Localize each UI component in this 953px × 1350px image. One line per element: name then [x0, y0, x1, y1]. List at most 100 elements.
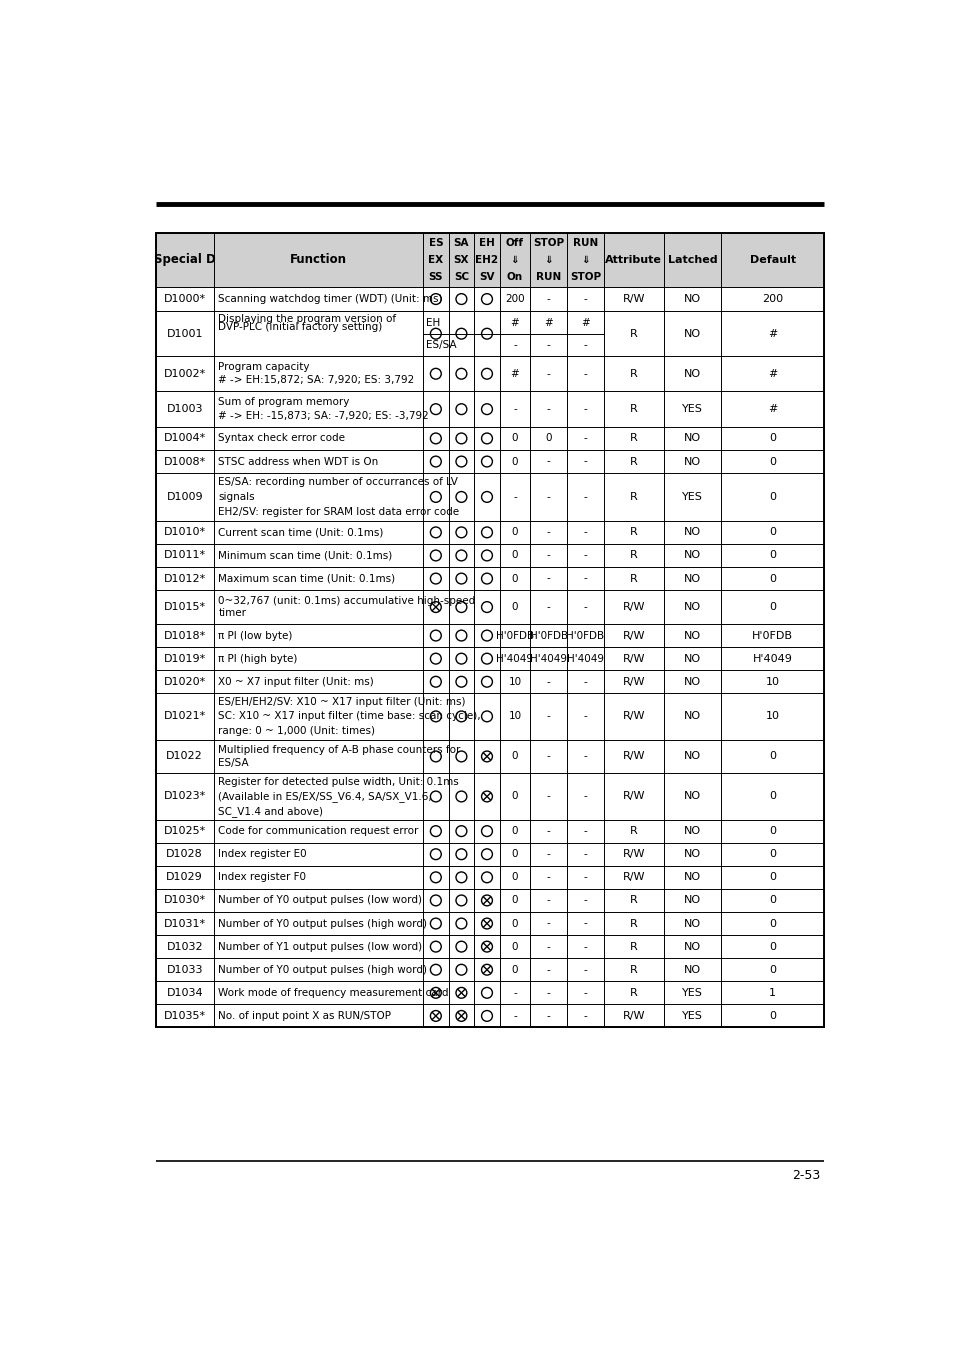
Text: 0: 0: [768, 528, 775, 537]
Text: -: -: [583, 942, 587, 952]
Text: -: -: [583, 849, 587, 859]
Text: No. of input point X as RUN/STOP: No. of input point X as RUN/STOP: [218, 1011, 391, 1021]
Text: 0: 0: [768, 491, 775, 502]
Text: ES/SA: ES/SA: [218, 757, 249, 768]
Text: 2-53: 2-53: [792, 1169, 820, 1181]
Text: #: #: [510, 317, 518, 328]
Text: SC_V1.4 and above): SC_V1.4 and above): [218, 806, 323, 817]
Text: π PI (high byte): π PI (high byte): [218, 653, 297, 664]
Text: EH: EH: [426, 317, 440, 328]
Bar: [155, 392, 823, 427]
Text: R: R: [629, 369, 637, 379]
Text: Current scan time (Unit: 0.1ms): Current scan time (Unit: 0.1ms): [218, 528, 383, 537]
Text: 0: 0: [511, 918, 517, 929]
Text: H'4049: H'4049: [530, 653, 566, 664]
Text: -: -: [546, 676, 550, 687]
Text: -: -: [546, 456, 550, 467]
Text: D1019*: D1019*: [164, 653, 206, 664]
Text: D1022: D1022: [166, 752, 203, 761]
Text: D1025*: D1025*: [164, 826, 206, 836]
Text: (Available in ES/EX/SS_V6.4, SA/SX_V1.6,: (Available in ES/EX/SS_V6.4, SA/SX_V1.6,: [218, 791, 432, 802]
Text: -: -: [546, 791, 550, 802]
Text: Off: Off: [505, 238, 523, 248]
Bar: [155, 888, 823, 913]
Text: D1001: D1001: [167, 328, 203, 339]
Text: #: #: [767, 328, 777, 339]
Text: NO: NO: [683, 456, 700, 467]
Text: R: R: [629, 574, 637, 583]
Bar: [155, 694, 823, 740]
Text: Special D: Special D: [153, 254, 215, 266]
Text: D1020*: D1020*: [164, 676, 206, 687]
Bar: [155, 936, 823, 958]
Text: NO: NO: [683, 630, 700, 640]
Text: -: -: [546, 528, 550, 537]
Text: Code for communication request error: Code for communication request error: [218, 826, 418, 836]
Text: H'4049: H'4049: [752, 653, 792, 664]
Text: D1015*: D1015*: [164, 602, 206, 612]
Text: 0: 0: [768, 574, 775, 583]
Text: R/W: R/W: [622, 1011, 644, 1021]
Text: R/W: R/W: [622, 711, 644, 721]
Text: -: -: [546, 988, 550, 998]
Text: NO: NO: [683, 826, 700, 836]
Text: SA: SA: [454, 238, 469, 248]
Text: NO: NO: [683, 942, 700, 952]
Text: R: R: [629, 988, 637, 998]
Text: D1023*: D1023*: [164, 791, 206, 802]
Text: -: -: [546, 340, 550, 350]
Text: R: R: [629, 328, 637, 339]
Text: Work mode of frequency measurement card: Work mode of frequency measurement card: [218, 988, 449, 998]
Text: H'0FDB: H'0FDB: [566, 630, 604, 640]
Bar: [155, 567, 823, 590]
Text: 0: 0: [768, 895, 775, 906]
Bar: [155, 521, 823, 544]
Text: D1028: D1028: [166, 849, 203, 859]
Text: 0: 0: [511, 602, 517, 612]
Text: π PI (low byte): π PI (low byte): [218, 630, 293, 640]
Text: Minimum scan time (Unit: 0.1ms): Minimum scan time (Unit: 0.1ms): [218, 551, 393, 560]
Text: -: -: [513, 404, 517, 414]
Bar: [155, 647, 823, 670]
Text: Scanning watchdog timer (WDT) (Unit: ms): Scanning watchdog timer (WDT) (Unit: ms): [218, 294, 442, 304]
Text: SV: SV: [478, 271, 495, 282]
Text: -: -: [546, 711, 550, 721]
Text: -: -: [513, 988, 517, 998]
Text: -: -: [546, 849, 550, 859]
Text: -: -: [546, 895, 550, 906]
Text: EH2/SV: register for SRAM lost data error code: EH2/SV: register for SRAM lost data erro…: [218, 508, 459, 517]
Text: 1: 1: [768, 988, 775, 998]
Text: 0: 0: [511, 895, 517, 906]
Bar: [155, 842, 823, 865]
Text: YES: YES: [681, 1011, 702, 1021]
Text: 0: 0: [511, 849, 517, 859]
Text: 0: 0: [511, 872, 517, 883]
Text: NO: NO: [683, 965, 700, 975]
Text: D1012*: D1012*: [164, 574, 206, 583]
Text: -: -: [546, 551, 550, 560]
Text: -: -: [583, 826, 587, 836]
Text: 0: 0: [511, 528, 517, 537]
Text: 0: 0: [768, 918, 775, 929]
Text: R/W: R/W: [622, 791, 644, 802]
Text: EH2: EH2: [475, 255, 498, 265]
Text: On: On: [506, 271, 522, 282]
Text: -: -: [546, 602, 550, 612]
Text: EH: EH: [478, 238, 495, 248]
Text: Multiplied frequency of A-B phase counters for: Multiplied frequency of A-B phase counte…: [218, 745, 460, 755]
Text: H'4049: H'4049: [496, 653, 533, 664]
Text: Index register E0: Index register E0: [218, 849, 307, 859]
Text: Maximum scan time (Unit: 0.1ms): Maximum scan time (Unit: 0.1ms): [218, 574, 395, 583]
Text: X0 ~ X7 input filter (Unit: ms): X0 ~ X7 input filter (Unit: ms): [218, 676, 374, 687]
Text: Sum of program memory: Sum of program memory: [218, 397, 350, 408]
Text: 0: 0: [511, 826, 517, 836]
Text: R: R: [629, 433, 637, 443]
Text: -: -: [546, 826, 550, 836]
Text: EX: EX: [428, 255, 443, 265]
Text: -: -: [583, 456, 587, 467]
Text: -: -: [513, 1011, 517, 1021]
Text: -: -: [546, 942, 550, 952]
Text: -: -: [546, 294, 550, 304]
Text: 0: 0: [768, 942, 775, 952]
Text: -: -: [546, 491, 550, 502]
